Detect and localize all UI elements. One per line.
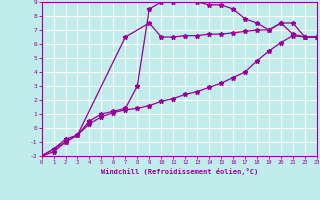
- X-axis label: Windchill (Refroidissement éolien,°C): Windchill (Refroidissement éolien,°C): [100, 168, 258, 175]
